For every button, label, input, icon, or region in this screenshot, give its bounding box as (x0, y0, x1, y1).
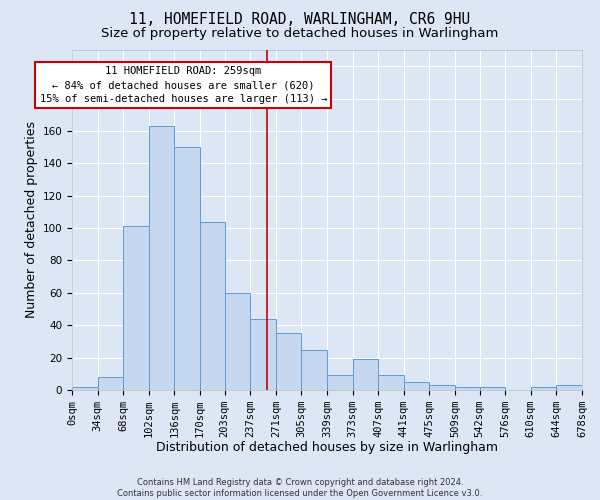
Bar (250, 319, 276, 390)
Bar (404, 382, 430, 390)
Bar (276, 334, 301, 390)
Bar (455, 387, 479, 390)
Bar (224, 293, 250, 390)
Text: Contains HM Land Registry data © Crown copyright and database right 2024.
Contai: Contains HM Land Registry data © Crown c… (118, 478, 482, 498)
Y-axis label: Number of detached properties: Number of detached properties (25, 122, 38, 318)
Bar (327, 376, 353, 390)
Bar (556, 385, 582, 390)
Bar (200, 222, 224, 390)
Bar (353, 359, 378, 390)
Bar (301, 350, 327, 390)
Bar (531, 387, 556, 390)
Text: 11, HOMEFIELD ROAD, WARLINGHAM, CR6 9HU: 11, HOMEFIELD ROAD, WARLINGHAM, CR6 9HU (130, 12, 470, 28)
Bar (123, 226, 149, 390)
Bar (72, 387, 98, 390)
Bar (175, 147, 200, 390)
X-axis label: Distribution of detached houses by size in Warlingham: Distribution of detached houses by size … (156, 442, 498, 454)
Text: 11 HOMEFIELD ROAD: 259sqm
← 84% of detached houses are smaller (620)
15% of semi: 11 HOMEFIELD ROAD: 259sqm ← 84% of detac… (40, 66, 327, 104)
Text: Size of property relative to detached houses in Warlingham: Size of property relative to detached ho… (101, 28, 499, 40)
Bar (98, 377, 123, 390)
Bar (378, 376, 404, 390)
Bar (479, 387, 505, 390)
Bar (149, 126, 175, 390)
Bar (430, 385, 455, 390)
